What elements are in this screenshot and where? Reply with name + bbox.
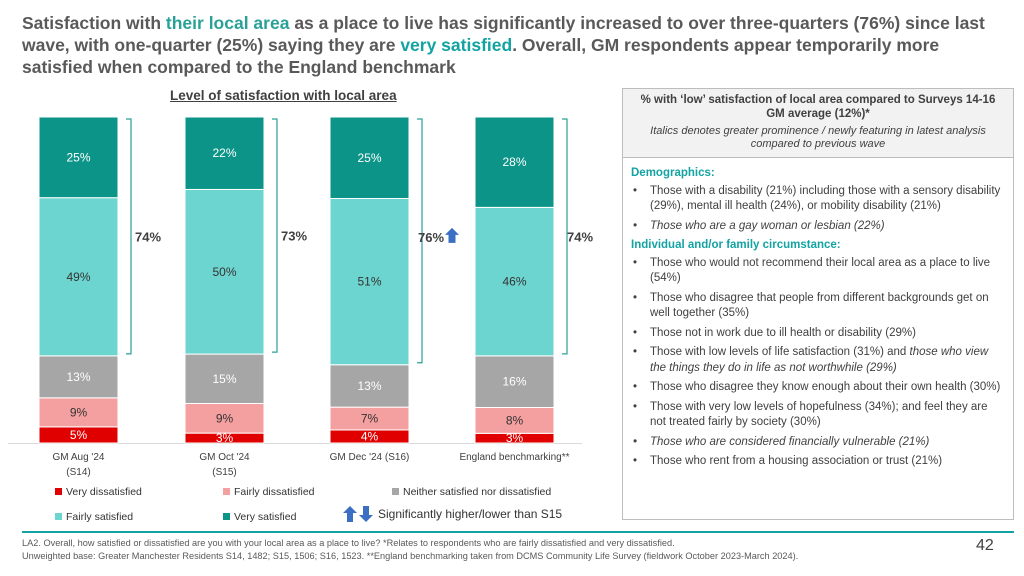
individual-list: Those who would not recommend their loca… <box>631 256 1005 470</box>
legend-swatch <box>223 513 230 520</box>
x-tick-label: (S15) <box>212 467 236 478</box>
footnote: LA2. Overall, how satisfied or dissatisf… <box>22 537 922 563</box>
bar-segment <box>184 188 265 355</box>
x-tick-label: England benchmarking** <box>459 452 569 463</box>
bar-segment <box>38 355 119 399</box>
legend-label: Neither satisfied nor dissatisfied <box>403 486 551 498</box>
data-label: 8% <box>506 413 524 427</box>
bar-segment <box>38 197 119 357</box>
bar-segment <box>329 116 410 199</box>
data-label: 46% <box>502 275 526 289</box>
headline-part-1: Satisfaction with <box>22 13 166 33</box>
headline-highlight-very-satisfied: very satisfied <box>400 35 513 55</box>
panel-body: Demographics: Those with a disability (2… <box>623 158 1013 470</box>
data-label: 25% <box>357 151 381 165</box>
data-label: 5% <box>70 428 88 442</box>
data-label: 3% <box>216 431 234 445</box>
list-item: Those with low levels of life satisfacti… <box>631 345 1005 376</box>
x-tick-label: (S14) <box>66 467 90 478</box>
data-label: 51% <box>357 275 381 289</box>
data-label: 13% <box>66 370 90 384</box>
arrow-legend-label: Significantly higher/lower than S15 <box>378 507 563 521</box>
legend-swatch <box>55 488 62 495</box>
bar-segment <box>474 406 555 434</box>
x-tick-label: GM Aug '24 <box>53 452 105 463</box>
data-label: 28% <box>502 155 526 169</box>
headline-part-2: as a place to live has significantly inc… <box>22 13 985 55</box>
up-down-arrows-icon <box>343 506 373 522</box>
demographics-list: Those with a disability (21%) including … <box>631 184 1005 235</box>
bar-segment <box>474 355 555 408</box>
data-label: 50% <box>212 265 236 279</box>
satisfied-bracket <box>126 118 132 355</box>
legend-label: Very dissatisfied <box>66 486 142 498</box>
stacked-bar-chart: 5% 9% 13% 49% 25% 74% GM Aug '24 (S14) 3% 9% 15% 50… <box>8 116 593 523</box>
panel-header-title: % with ‘low’ satisfaction of local area … <box>640 94 996 120</box>
chart-title: Level of satisfaction with local area <box>170 88 397 103</box>
list-item: Those not in work due to ill health or d… <box>631 326 1005 342</box>
bar-segment <box>38 397 119 428</box>
total-satisfied-label: 76% <box>418 230 444 245</box>
list-item: Those who would not recommend their loca… <box>631 256 1005 287</box>
data-label: 25% <box>66 150 90 164</box>
data-label: 15% <box>212 372 236 386</box>
page-number: 42 <box>976 537 994 554</box>
data-label: 3% <box>506 431 524 445</box>
bar-segment <box>329 198 410 366</box>
up-arrow-icon <box>445 227 459 243</box>
headline-highlight-local-area: their local area <box>165 13 290 33</box>
satisfied-bracket <box>272 118 278 353</box>
x-tick-label: GM Oct '24 <box>199 452 250 463</box>
arrow-legend: Significantly higher/lower than S15 <box>342 505 562 523</box>
list-item-text: Those with low levels of life satisfacti… <box>650 346 910 358</box>
bar-segment <box>184 116 265 190</box>
data-label: 22% <box>212 146 236 160</box>
legend-swatch <box>223 488 230 495</box>
headline-part-3: . Overall, GM respondents appear tempora… <box>22 35 940 77</box>
bar-segment <box>38 116 119 199</box>
individual-heading: Individual and/or family circumstance: <box>631 239 841 251</box>
data-label: 9% <box>216 411 234 425</box>
list-item-italic-connector: those who <box>909 346 962 358</box>
legend-label: Fairly dissatisfied <box>234 486 315 498</box>
total-satisfied-label: 74% <box>567 229 593 244</box>
headline: Satisfaction with their local area as a … <box>22 12 1012 78</box>
bar-segment <box>329 364 410 408</box>
data-label: 13% <box>357 379 381 393</box>
list-item: Those with very low levels of hopefulnes… <box>631 400 1005 431</box>
bar-segment <box>184 402 265 434</box>
list-item: Those who disagree they know enough abou… <box>631 380 1005 396</box>
footer-divider <box>22 531 1014 533</box>
list-item: Those with a disability (21%) including … <box>631 184 1005 215</box>
list-item: Those who rent from a housing associatio… <box>631 454 1005 470</box>
legend-label: Very satisfied <box>234 511 297 523</box>
low-satisfaction-panel: % with ‘low’ satisfaction of local area … <box>622 88 1014 520</box>
legend-label: Fairly satisfied <box>66 511 133 523</box>
data-label: 49% <box>66 270 90 284</box>
satisfied-bracket <box>562 118 568 355</box>
bar-segment <box>184 353 265 404</box>
data-label: 9% <box>70 405 88 419</box>
legend-swatch <box>55 513 62 520</box>
list-item: Those who disagree that people from diff… <box>631 291 1005 322</box>
x-tick-label: GM Dec '24 (S16) <box>330 452 410 463</box>
data-label: 7% <box>361 412 379 426</box>
list-item-italic-text: view the things they do in life as not w… <box>650 346 989 374</box>
data-label: 16% <box>502 375 526 389</box>
demographics-heading: Demographics: <box>631 167 715 179</box>
footnote-line-2: Unweighted base: Greater Manchester Resi… <box>22 551 799 561</box>
satisfied-bracket <box>417 118 423 364</box>
footnote-line-1: LA2. Overall, how satisfied or dissatisf… <box>22 538 675 548</box>
bar-segment <box>474 116 555 208</box>
panel-header-note: Italics denotes greater prominence / new… <box>650 125 986 150</box>
bar-segment <box>474 206 555 357</box>
legend-swatch <box>392 488 399 495</box>
total-satisfied-label: 74% <box>135 229 161 244</box>
data-label: 4% <box>361 429 379 443</box>
list-item: Those who are considered financially vul… <box>631 435 1005 451</box>
panel-header: % with ‘low’ satisfaction of local area … <box>623 89 1013 158</box>
total-satisfied-label: 73% <box>281 229 307 244</box>
list-item: Those who are a gay woman or lesbian (22… <box>631 219 1005 235</box>
